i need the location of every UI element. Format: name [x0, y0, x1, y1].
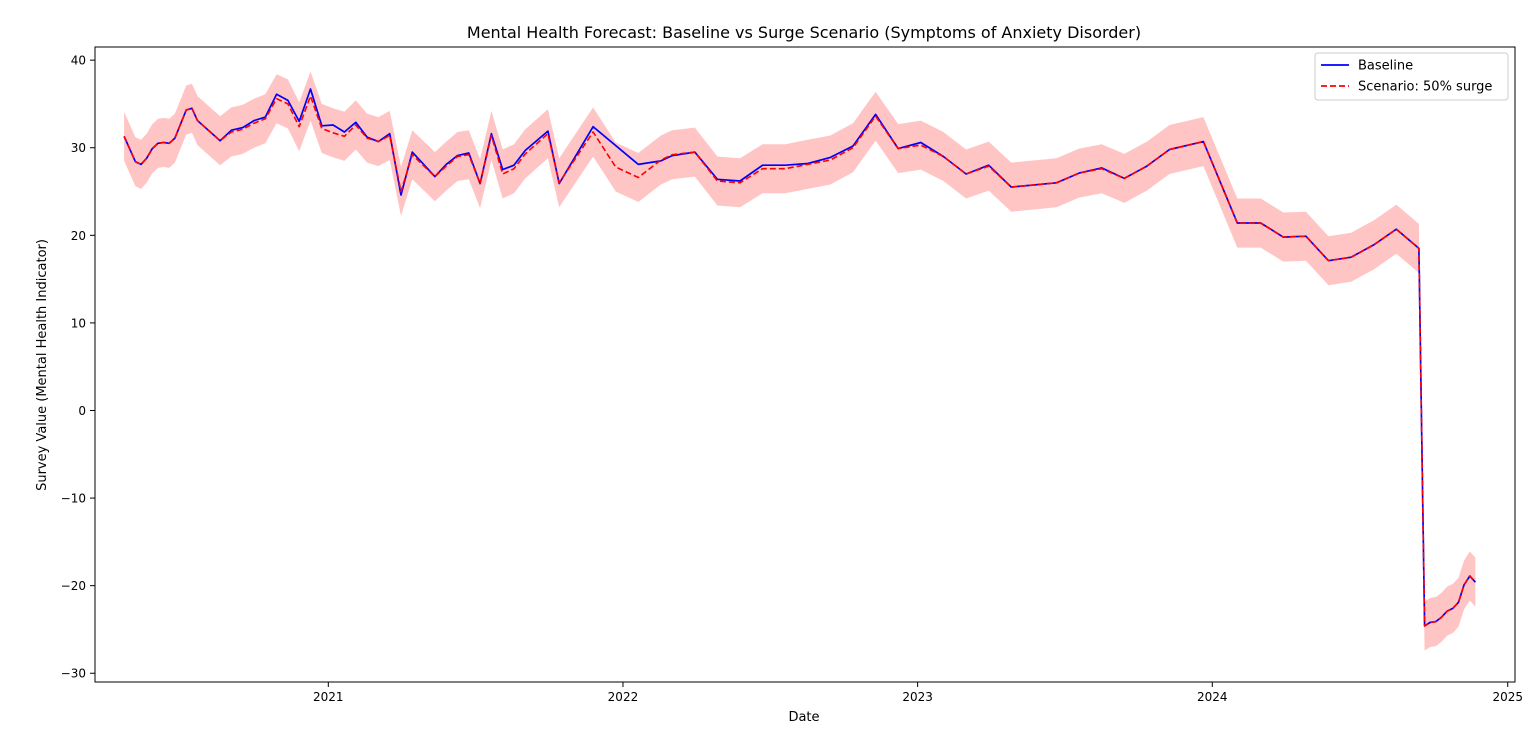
x-tick-label: 2023: [902, 690, 933, 704]
axes-frame: [94, 46, 1516, 683]
confidence-band: [124, 71, 1476, 651]
x-axis-label: Date: [788, 710, 819, 725]
x-tick-label: 2024: [1197, 690, 1228, 704]
chart-title: Mental Health Forecast: Baseline vs Surg…: [467, 23, 1141, 42]
y-axis-label: Survey Value (Mental Health Indicator): [35, 239, 50, 491]
legend-scenario-label: Scenario: 50% surge: [1358, 80, 1492, 95]
legend-baseline-label: Baseline: [1358, 59, 1413, 74]
legend-box: [1314, 52, 1509, 101]
series-baseline-line: [123, 88, 1477, 627]
y-tick-label: −20: [61, 579, 86, 593]
x-tick-label: 2022: [608, 690, 639, 704]
y-tick-label: 0: [78, 404, 86, 418]
y-tick-label: −30: [61, 667, 86, 681]
y-tick-label: −10: [61, 492, 86, 506]
y-tick-label: 10: [71, 316, 86, 330]
series-scenario-line: [123, 95, 1476, 627]
y-tick-label: 30: [71, 141, 86, 155]
y-tick-label: 40: [71, 54, 86, 68]
axes: 2021 2022 2023 2024 2025 −30 −20 −10 0 10 20 30 40: [61, 46, 1523, 704]
x-tick-label: 2021: [313, 690, 344, 704]
x-tick-label: 2025: [1492, 690, 1523, 704]
plot-area: [123, 71, 1477, 651]
legend: Baseline Scenario: 50% surge: [1314, 52, 1509, 101]
y-tick-label: 20: [71, 229, 86, 243]
